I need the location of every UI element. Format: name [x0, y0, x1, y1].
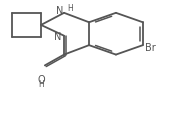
Text: O: O — [37, 76, 45, 85]
Text: N: N — [54, 32, 61, 42]
Text: Br: Br — [145, 43, 156, 53]
Text: N: N — [56, 6, 63, 16]
Text: H: H — [38, 80, 44, 89]
Text: H: H — [67, 4, 73, 13]
